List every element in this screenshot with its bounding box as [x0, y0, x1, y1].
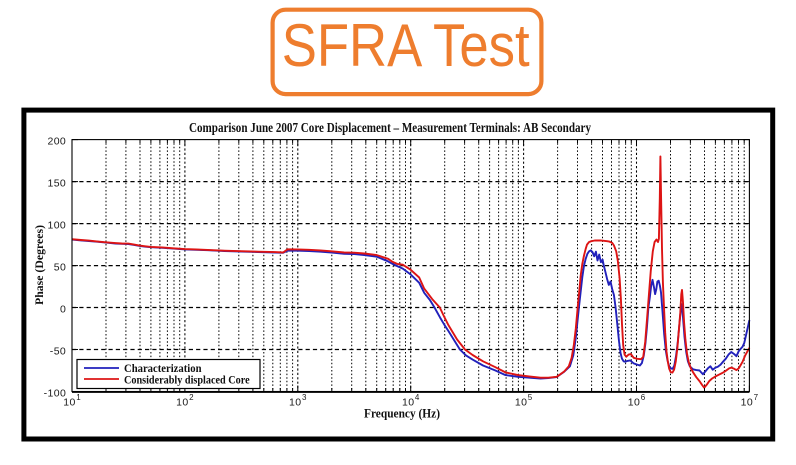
svg-text:10: 10	[515, 397, 527, 409]
svg-text:10: 10	[63, 397, 75, 409]
svg-text:-50: -50	[50, 345, 66, 357]
svg-text:10: 10	[628, 397, 640, 409]
svg-text:10: 10	[289, 397, 301, 409]
svg-text:200: 200	[47, 135, 66, 147]
svg-text:100: 100	[47, 219, 66, 231]
svg-text:6: 6	[641, 393, 646, 402]
svg-text:10: 10	[402, 397, 414, 409]
svg-text:0: 0	[60, 303, 66, 315]
svg-text:50: 50	[54, 261, 66, 273]
svg-text:Phase (Degrees): Phase (Degrees)	[32, 225, 46, 305]
svg-text:SFRA Test: SFRA Test	[282, 12, 530, 79]
svg-text:1: 1	[76, 393, 81, 402]
svg-text:Characterization: Characterization	[124, 363, 202, 375]
svg-text:10: 10	[176, 397, 188, 409]
svg-text:10: 10	[741, 397, 753, 409]
svg-text:-100: -100	[44, 387, 67, 399]
svg-text:5: 5	[528, 393, 533, 402]
svg-text:2: 2	[189, 393, 194, 402]
svg-text:Frequency (Hz): Frequency (Hz)	[364, 407, 440, 421]
svg-text:4: 4	[415, 393, 420, 402]
svg-text:7: 7	[754, 393, 759, 402]
svg-text:Comparison June 2007 Core Disp: Comparison June 2007 Core Displacement –…	[189, 120, 591, 135]
svg-text:Considerably displaced Core: Considerably displaced Core	[124, 375, 250, 387]
svg-text:3: 3	[302, 393, 307, 402]
svg-text:150: 150	[47, 177, 66, 189]
